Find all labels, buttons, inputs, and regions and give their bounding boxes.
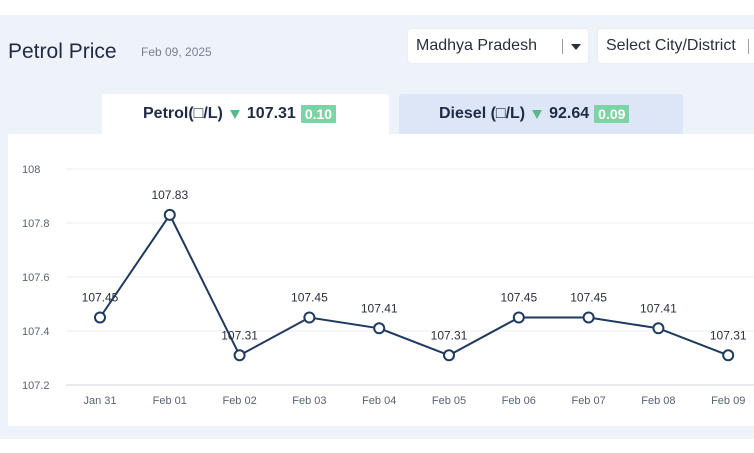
x-tick-label: Jan 31	[83, 395, 116, 407]
series-line	[99, 212, 729, 357]
chevron-down-icon[interactable]	[571, 44, 581, 50]
city-select-placeholder: Select City/District	[606, 37, 736, 54]
data-label: 107.41	[640, 301, 677, 315]
x-tick-label: Feb 04	[362, 395, 396, 407]
data-label: 107.45	[570, 291, 607, 305]
trend-down-icon	[229, 109, 240, 119]
x-tick-label: Feb 06	[502, 395, 536, 407]
x-tick-label: Feb 08	[641, 395, 675, 407]
data-label: 107.45	[82, 291, 119, 305]
page-title: Petrol Price	[8, 40, 117, 63]
y-tick-label: 107.8	[22, 218, 50, 230]
x-tick-label: Feb 01	[153, 395, 187, 407]
data-point	[512, 311, 525, 324]
data-point	[303, 311, 316, 324]
x-tick-label: Feb 05	[432, 395, 466, 407]
data-point	[652, 322, 665, 335]
tab-price: 92.64	[549, 105, 590, 122]
data-point	[443, 349, 455, 362]
tab-diesel[interactable]: Diesel (□/L) 92.64 0.09	[399, 94, 683, 134]
x-tick-label: Feb 07	[571, 395, 605, 407]
price-date: Feb 09, 2025	[141, 45, 212, 59]
trend-down-icon	[532, 109, 543, 119]
line-chart: 108 107.8 107.6 107.4 107.2 Jan 31 Feb 01 Feb 0…	[22, 164, 754, 407]
select-divider	[748, 39, 749, 54]
tab-price: 107.31	[246, 105, 296, 122]
price-chart: 108 107.8 107.6 107.4 107.2 Jan 31 Feb 01 Feb 0…	[8, 134, 754, 426]
y-tick-label: 107.4	[22, 326, 50, 338]
data-point	[373, 322, 386, 335]
x-tick-label: Feb 09	[711, 395, 745, 407]
city-select[interactable]: Select City/District	[598, 29, 754, 63]
data-label: 107.31	[431, 328, 468, 342]
data-point	[163, 208, 176, 221]
data-point	[582, 311, 595, 324]
data-label: 107.31	[710, 328, 747, 342]
data-point	[722, 349, 735, 362]
data-label: 107.41	[361, 301, 398, 315]
data-label: 107.83	[151, 188, 188, 202]
state-select[interactable]: Madhya Pradesh	[408, 29, 588, 63]
change-badge: 0.10	[300, 105, 337, 123]
data-label: 107.45	[291, 291, 328, 305]
tab-label: Diesel (□/L)	[439, 105, 526, 122]
x-tick-label: Feb 03	[292, 395, 326, 407]
x-tick-label: Feb 02	[222, 395, 256, 407]
y-tick-label: 108	[22, 164, 40, 176]
data-point	[233, 349, 246, 362]
y-tick-label: 107.2	[22, 380, 50, 392]
y-tick-label: 107.6	[22, 272, 50, 284]
select-divider	[562, 39, 563, 54]
tab-label: Petrol(□/L)	[143, 105, 223, 122]
state-select-value: Madhya Pradesh	[416, 37, 537, 54]
data-point	[94, 311, 106, 324]
data-label: 107.45	[500, 291, 537, 305]
data-label: 107.31	[221, 328, 258, 342]
tab-petrol[interactable]: Petrol(□/L) 107.31 0.10	[102, 94, 389, 134]
change-badge: 0.09	[594, 105, 630, 123]
